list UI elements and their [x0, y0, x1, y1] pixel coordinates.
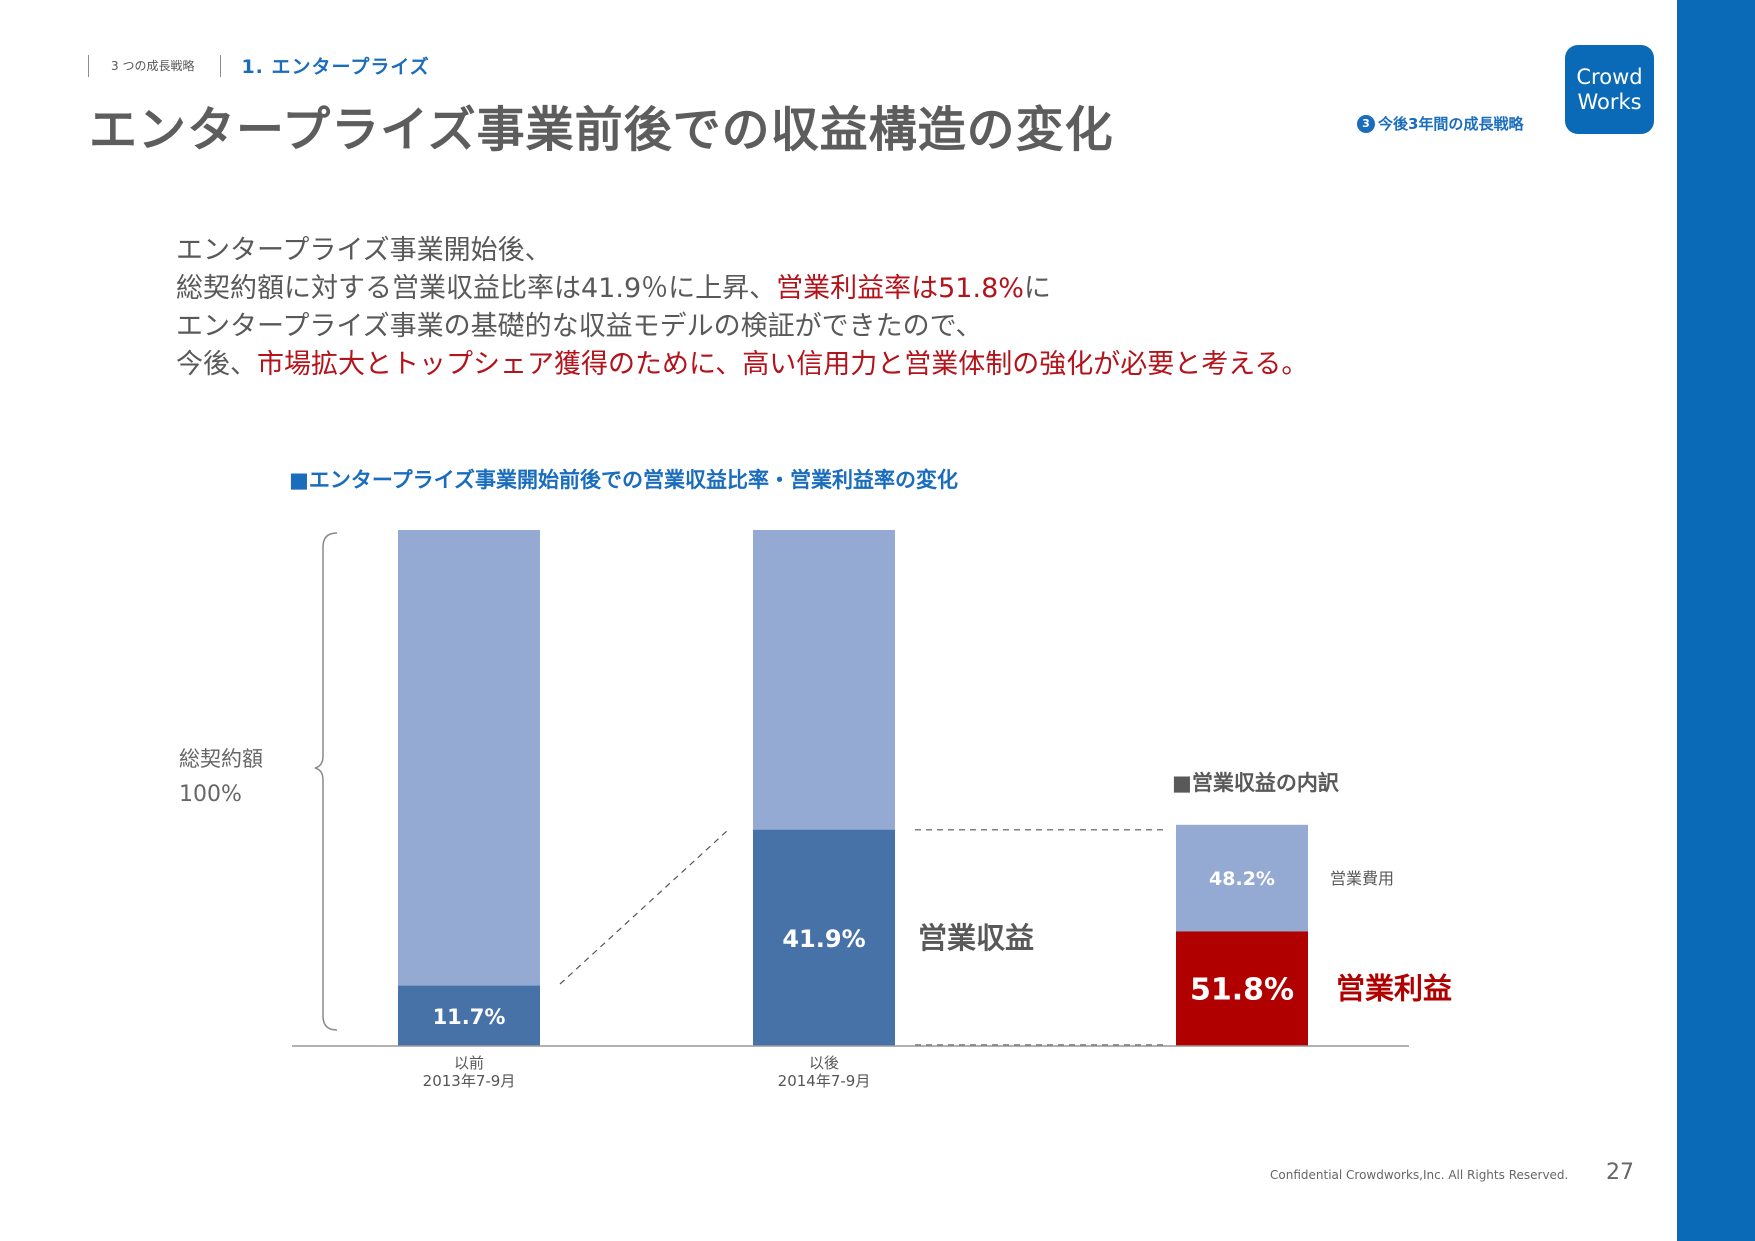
breakdown-expense-name: 営業費用 [1330, 869, 1394, 888]
growth-connector-line [559, 829, 729, 985]
bar-after-revenue[interactable] [753, 829, 895, 1046]
bar-before-revenue[interactable] [398, 985, 540, 1046]
intro-text: エンタープライズ事業開始後、 総契約額に対する営業収益比率は41.9％に上昇、営… [176, 232, 1308, 384]
category-after-line2: 2014年7-9月 [778, 1072, 871, 1090]
bar-before-total[interactable] [398, 530, 540, 1046]
intro-line-1: エンタープライズ事業開始後、 [176, 235, 552, 266]
y-axis-label: 総契約額 [179, 747, 263, 771]
page-number: 27 [1606, 1160, 1634, 1185]
revenue-series-label: 営業収益 [918, 921, 1034, 955]
bar-after-revenue-label: 41.9% [782, 925, 865, 953]
breakdown-profit-label: 51.8% [1190, 973, 1294, 1008]
crowdworks-logo: Crowd Works [1565, 45, 1654, 134]
breakdown-profit-name: 営業利益 [1336, 972, 1452, 1006]
intro-highlight-strategy: 市場拡大とトップシェア獲得のために、高い信用力と営業体制の強化が必要と考える。 [257, 349, 1309, 380]
category-after-line1: 以後 [809, 1054, 839, 1072]
category-before-line2: 2013年7-9月 [423, 1072, 516, 1090]
bar-before-revenue-label: 11.7% [433, 1005, 506, 1029]
section-label: 今後3年間の成長戦略 [1378, 115, 1524, 133]
breakdown-expense-label: 48.2% [1209, 868, 1275, 890]
breadcrumb: 3 つの成長戦略 1. エンタープライズ [88, 52, 430, 79]
breakdown-profit-bar[interactable] [1176, 931, 1308, 1046]
breadcrumb-divider [220, 54, 222, 77]
breakdown-expense-bar[interactable] [1176, 824, 1308, 932]
section-tag: 3 今後3年間の成長戦略 [1357, 113, 1523, 134]
y-axis-value: 100% [179, 782, 242, 807]
page-title: エンタープライズ事業前後での収益構造の変化 [89, 102, 1114, 158]
breakdown-title: ■営業収益の内訳 [1172, 771, 1340, 795]
intro-line-4-a: 今後、 [176, 349, 257, 380]
breadcrumb-divider [88, 54, 89, 77]
section-number-badge: 3 [1357, 114, 1375, 133]
intro-line-2-a: 総契約額に対する営業収益比率は41.9％に上昇、 [176, 273, 777, 304]
category-before-line1: 以前 [454, 1054, 484, 1072]
breadcrumb-section[interactable]: 3 つの成長戦略 [111, 59, 195, 73]
side-accent-bar [1677, 0, 1755, 1241]
intro-line-4: 今後、市場拡大とトップシェア獲得のために、高い信用力と営業体制の強化が必要と考え… [176, 346, 1308, 384]
chart-title: ■エンタープライズ事業開始前後での営業収益比率・営業利益率の変化 [289, 468, 958, 492]
intro-line-3: エンタープライズ事業の基礎的な収益モデルの検証ができたので、 [176, 311, 983, 342]
total-contract-brace [314, 532, 338, 1031]
logo-text-line1: Crowd [1576, 64, 1643, 89]
logo-text-line2: Works [1577, 89, 1642, 114]
footer-copyright: Confidential Crowdworks,Inc. All Rights … [1270, 1168, 1569, 1182]
intro-highlight-margin: 営業利益率は51.8% [776, 273, 1024, 304]
intro-line-2-c: に [1023, 273, 1051, 304]
breadcrumb-current[interactable]: 1. エンタープライズ [241, 56, 430, 78]
intro-line-2: 総契約額に対する営業収益比率は41.9％に上昇、営業利益率は51.8%に [176, 270, 1308, 308]
